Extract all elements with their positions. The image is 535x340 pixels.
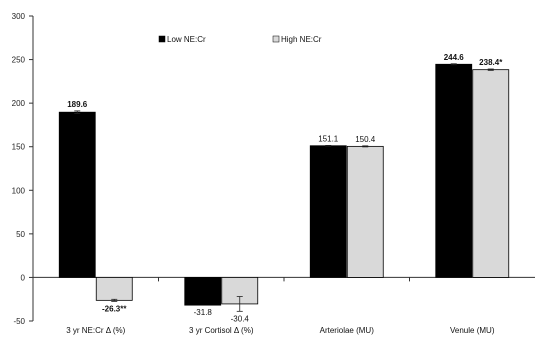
y-tick-label: 150 — [12, 143, 26, 152]
data-label: 238.4* — [479, 58, 503, 67]
data-label: -31.8 — [194, 308, 213, 317]
legend-label-low-necr: Low NE:Cr — [167, 35, 206, 44]
y-tick-label: 250 — [12, 56, 26, 65]
bars — [58, 63, 510, 312]
data-label: -30.4 — [231, 314, 250, 323]
y-tick-label: 100 — [12, 186, 26, 195]
y-tick-label: -50 — [13, 317, 25, 326]
legend-swatch-low-necr — [158, 35, 166, 43]
bar-high-necr — [95, 277, 133, 301]
legend: Low NE:Cr High NE:Cr — [158, 35, 322, 44]
data-labels: 189.6 -26.3** -31.8 -30.4 151.1 150.4 244.6 238… — [67, 53, 503, 324]
legend-label-high-necr: High NE:Cr — [281, 35, 322, 44]
y-tick-label: 200 — [12, 99, 26, 108]
bar-low-necr — [58, 111, 96, 278]
data-label: 150.4 — [355, 135, 376, 144]
category-label: Venule (MU) — [450, 326, 495, 335]
y-tick-label: 0 — [21, 273, 26, 282]
bar-high-necr — [346, 145, 384, 278]
data-label: -26.3** — [102, 304, 127, 313]
y-tick-label: 50 — [16, 230, 25, 239]
legend-swatch-high-necr — [272, 35, 280, 43]
bar-low-necr — [435, 63, 473, 278]
category-label: 3 yr NE:Cr Δ (%) — [66, 326, 125, 335]
data-label: 244.6 — [444, 53, 465, 62]
y-tick-label: 300 — [12, 12, 26, 21]
category-label: 3 yr Cortisol Δ (%) — [189, 326, 254, 335]
bar-low-necr — [184, 277, 222, 306]
data-label: 189.6 — [67, 100, 88, 109]
data-label: 151.1 — [318, 134, 339, 143]
bar-high-necr — [472, 69, 510, 278]
bar-low-necr — [309, 145, 347, 278]
category-label: Arteriolae (MU) — [320, 326, 375, 335]
